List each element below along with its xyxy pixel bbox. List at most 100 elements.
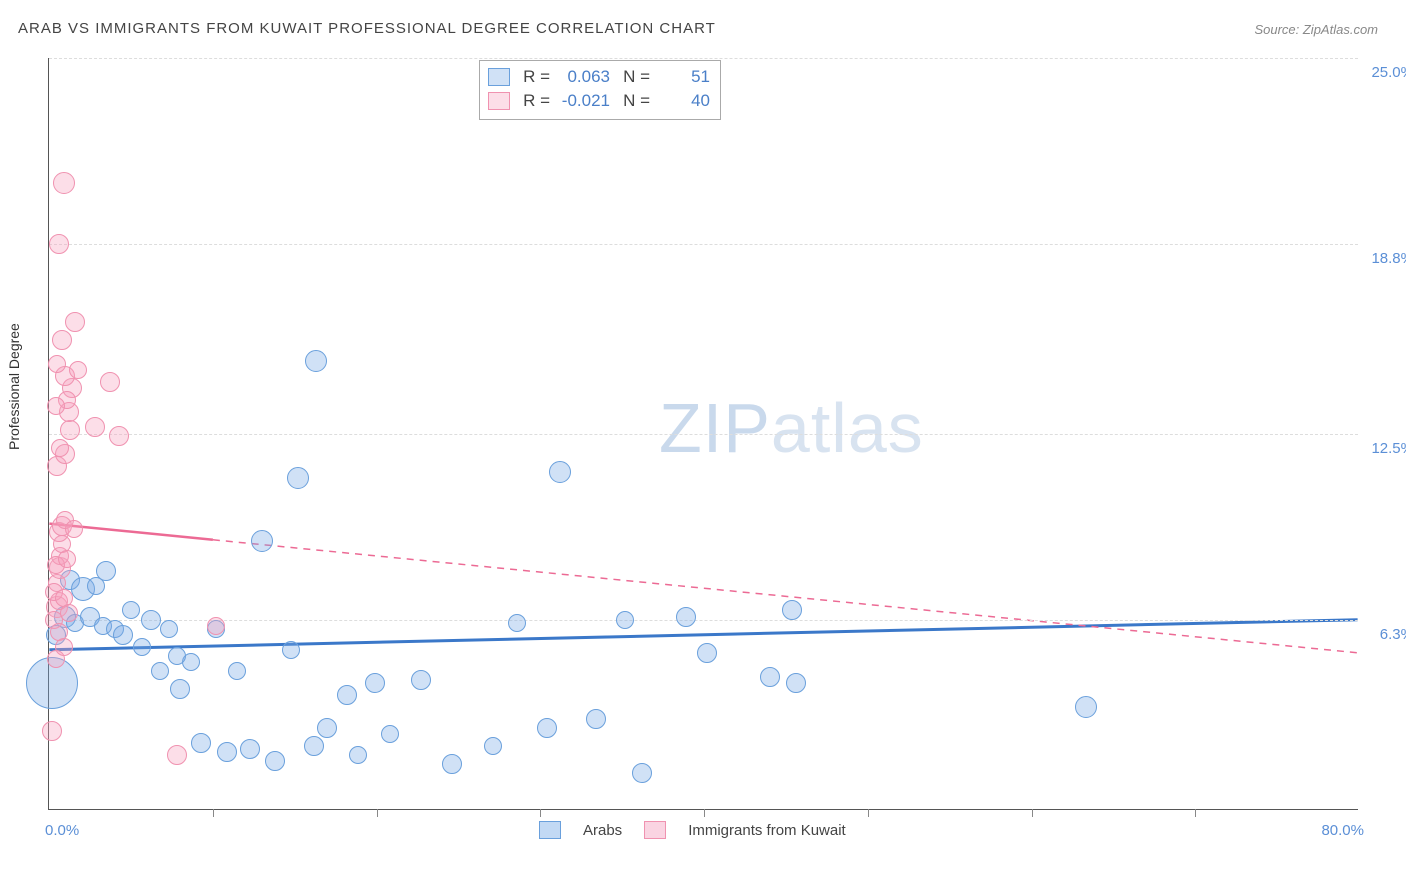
data-point <box>52 330 72 350</box>
data-point <box>786 673 806 693</box>
data-point <box>109 426 129 446</box>
data-point <box>42 721 62 741</box>
x-tick <box>868 809 869 817</box>
data-point <box>160 620 178 638</box>
data-point <box>53 172 75 194</box>
swatch-kuwait <box>488 92 510 110</box>
data-point <box>287 467 309 489</box>
x-tick <box>213 809 214 817</box>
y-tick-label: 18.8% <box>1371 250 1406 267</box>
x-tick <box>377 809 378 817</box>
data-point <box>133 638 151 656</box>
data-point <box>282 641 300 659</box>
n-label: N = <box>616 65 650 89</box>
source-attribution: Source: ZipAtlas.com <box>1254 22 1378 37</box>
r-label: R = <box>516 89 550 113</box>
data-point <box>442 754 462 774</box>
r-label: R = <box>516 65 550 89</box>
watermark-atlas: atlas <box>771 389 924 467</box>
data-point <box>349 746 367 764</box>
data-point <box>48 355 66 373</box>
gridline <box>49 620 1358 621</box>
x-axis-max-label: 80.0% <box>1321 822 1364 839</box>
data-point <box>251 530 273 552</box>
swatch-arabs <box>488 68 510 86</box>
scatter-plot-area: ZIPatlas R = 0.063 N = 51 R = -0.021 N =… <box>48 58 1358 810</box>
x-axis-min-label: 0.0% <box>45 822 79 839</box>
legend-swatch-arabs <box>539 821 561 839</box>
data-point <box>586 709 606 729</box>
x-tick <box>1195 809 1196 817</box>
data-point <box>317 718 337 738</box>
data-point <box>49 234 69 254</box>
watermark-zip: ZIP <box>659 389 771 467</box>
data-point <box>69 361 87 379</box>
watermark: ZIPatlas <box>659 388 924 468</box>
trendline-dashed <box>213 540 1358 653</box>
legend-swatch-kuwait <box>644 821 666 839</box>
y-tick-label: 12.5% <box>1371 440 1406 457</box>
data-point <box>217 742 237 762</box>
legend-label-kuwait: Immigrants from Kuwait <box>688 822 846 839</box>
stats-row-kuwait: R = -0.021 N = 40 <box>488 89 710 113</box>
y-tick-label: 6.3% <box>1380 626 1406 643</box>
y-tick-label: 25.0% <box>1371 64 1406 81</box>
x-tick <box>704 809 705 817</box>
n-value-arabs: 51 <box>656 65 710 89</box>
data-point <box>170 679 190 699</box>
data-point <box>265 751 285 771</box>
data-point <box>100 372 120 392</box>
data-point <box>51 439 69 457</box>
data-point <box>508 614 526 632</box>
gridline <box>49 434 1358 435</box>
stats-row-arabs: R = 0.063 N = 51 <box>488 65 710 89</box>
x-tick <box>540 809 541 817</box>
data-point <box>549 461 571 483</box>
data-point <box>58 550 76 568</box>
data-point <box>65 520 83 538</box>
chart-title: ARAB VS IMMIGRANTS FROM KUWAIT PROFESSIO… <box>18 20 716 37</box>
n-value-kuwait: 40 <box>656 89 710 113</box>
data-point <box>616 611 634 629</box>
data-point <box>191 733 211 753</box>
data-point <box>207 617 225 635</box>
r-value-kuwait: -0.021 <box>556 89 610 113</box>
gridline <box>49 244 1358 245</box>
gridline <box>49 58 1358 59</box>
data-point <box>122 601 140 619</box>
legend: Arabs Immigrants from Kuwait <box>539 821 846 839</box>
data-point <box>167 745 187 765</box>
data-point <box>381 725 399 743</box>
data-point <box>1075 696 1097 718</box>
data-point <box>151 662 169 680</box>
data-point <box>85 417 105 437</box>
data-point <box>228 662 246 680</box>
data-point <box>697 643 717 663</box>
data-point <box>141 610 161 630</box>
data-point <box>337 685 357 705</box>
data-point <box>47 397 65 415</box>
data-point <box>55 638 73 656</box>
data-point <box>760 667 780 687</box>
n-label: N = <box>616 89 650 113</box>
data-point <box>96 561 116 581</box>
data-point <box>411 670 431 690</box>
data-point <box>65 312 85 332</box>
data-point <box>782 600 802 620</box>
data-point <box>60 604 78 622</box>
legend-label-arabs: Arabs <box>583 822 622 839</box>
y-axis-label: Professional Degree <box>6 323 22 450</box>
data-point <box>676 607 696 627</box>
data-point <box>60 420 80 440</box>
x-tick <box>1032 809 1033 817</box>
data-point <box>484 737 502 755</box>
data-point <box>240 739 260 759</box>
data-point <box>305 350 327 372</box>
data-point <box>304 736 324 756</box>
data-point <box>537 718 557 738</box>
data-point <box>113 625 133 645</box>
correlation-stats-box: R = 0.063 N = 51 R = -0.021 N = 40 <box>479 60 721 120</box>
r-value-arabs: 0.063 <box>556 65 610 89</box>
data-point <box>365 673 385 693</box>
data-point <box>632 763 652 783</box>
